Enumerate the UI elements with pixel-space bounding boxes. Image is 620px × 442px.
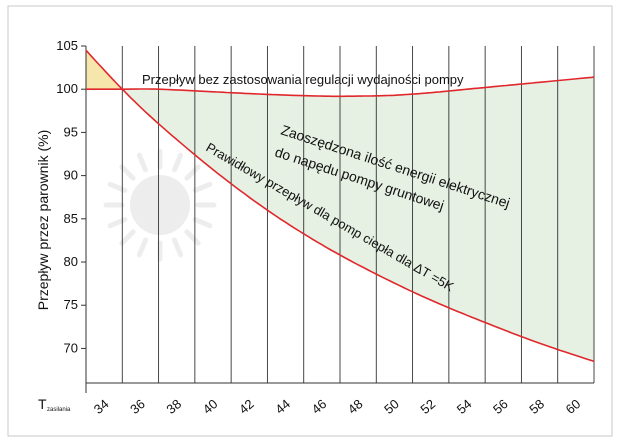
y-axis-title: Przepływ przez parownik (%) — [35, 130, 51, 311]
x-axis-title: T — [38, 396, 47, 412]
watermark-sun-ray — [184, 164, 201, 181]
energy-savings-area — [122, 77, 595, 362]
y-tick-label: 75 — [64, 297, 78, 312]
series-line-correct-flow — [85, 49, 595, 363]
watermark-sun-ray — [192, 217, 213, 229]
watermark-sun-ray — [119, 229, 136, 246]
watermark-sun-core — [130, 175, 190, 235]
watermark-sun-logo — [103, 148, 217, 262]
outer-border — [7, 5, 613, 437]
y-axis-ticks: 70 75 80 85 90 95 100 105 — [56, 38, 86, 355]
y-tick-label: 105 — [56, 38, 78, 53]
watermark-sun-ray — [184, 229, 201, 246]
y-tick-label: 90 — [64, 168, 78, 183]
y-tick-label: 85 — [64, 211, 78, 226]
watermark-sun-ray — [172, 152, 184, 173]
watermark-sun-ray — [172, 237, 184, 258]
watermark-sun-ray — [119, 164, 136, 181]
y-tick-label: 80 — [64, 254, 78, 269]
y-tick-label: 70 — [64, 340, 78, 355]
y-tick-label: 95 — [64, 124, 78, 139]
series-line-uncontrolled-flow — [86, 76, 595, 98]
excess-flow-area — [86, 50, 123, 90]
watermark-sun-ray — [136, 152, 148, 173]
vertical-grid — [121, 46, 595, 383]
x-axis-title-subscript: zasilania — [47, 407, 71, 413]
watermark-sun-ray — [192, 181, 213, 193]
y-tick-label: 100 — [56, 81, 78, 96]
top-curve-label: Przepływ bez zastosowania regulacji wyda… — [142, 72, 464, 87]
watermark-sun-ray — [136, 237, 148, 258]
